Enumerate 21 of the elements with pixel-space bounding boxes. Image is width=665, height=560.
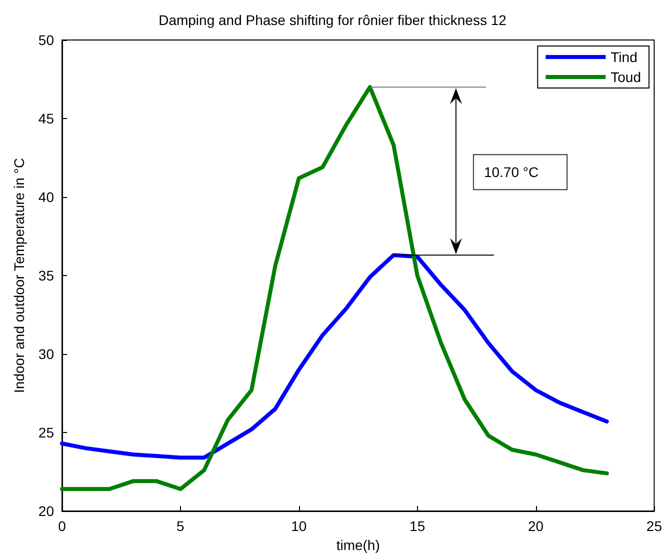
x-tick-label: 20 [528,518,544,534]
x-tick-label: 5 [176,518,185,534]
x-tick-label: 0 [58,518,66,534]
x-tick-label: 10 [291,518,307,534]
y-tick-label: 40 [38,189,54,205]
x-tick-label: 15 [410,518,426,534]
y-tick-label: 30 [38,346,54,362]
line-series [60,85,609,492]
y-tick-label: 20 [38,503,54,519]
chart-title: Damping and Phase shifting for rônier fiber thickness 12 [158,12,507,28]
y-tick-label: 25 [38,424,54,440]
line-series [60,253,609,460]
y-tick-label: 35 [38,268,54,284]
legend-label: Toud [610,69,641,85]
y-tick-label: 50 [38,32,54,48]
x-tick-label: 25 [646,518,662,534]
legend-label: Tind [610,49,638,65]
annotation: 10.70 °C [484,164,539,180]
y-axis-title: Indoor and outdoor Temperature in °C [11,158,27,393]
x-axis-title: time(h) [336,536,380,553]
y-tick-label: 45 [38,110,54,126]
